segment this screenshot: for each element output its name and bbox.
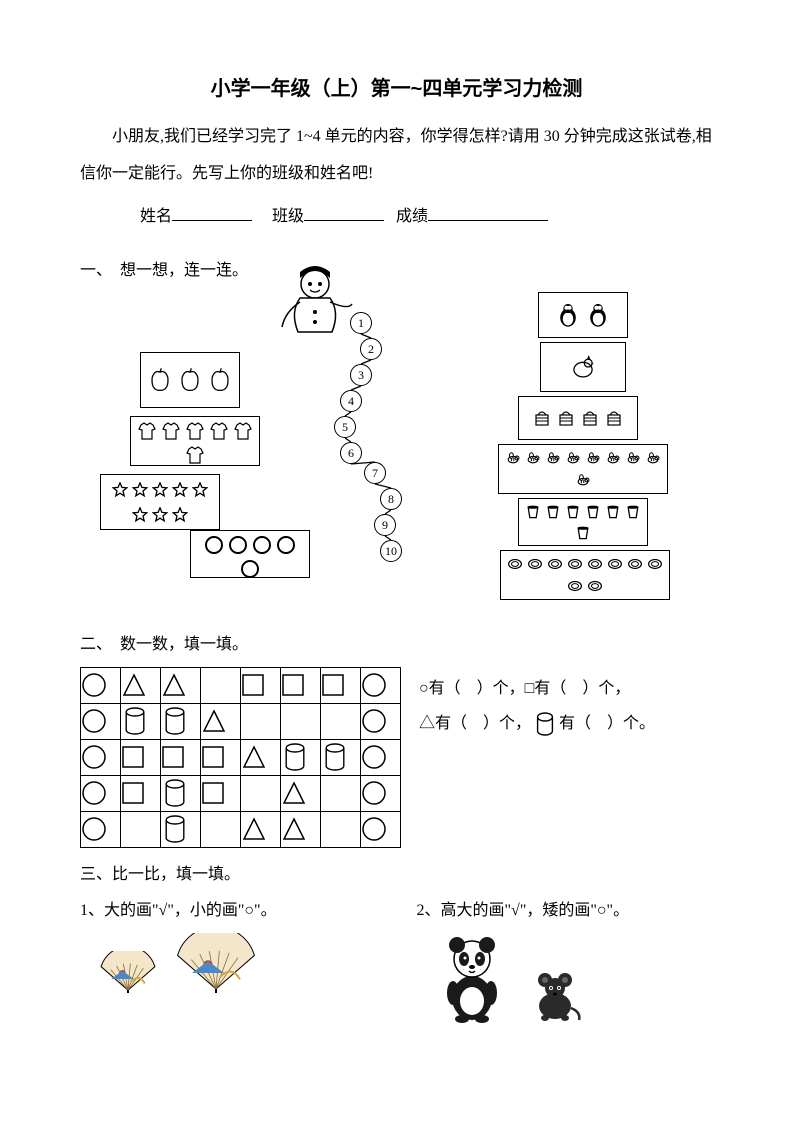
grid-cell [281,811,321,847]
grid-cell [81,703,121,739]
score-blank[interactable] [428,205,548,221]
picture-card-rings [190,530,310,578]
number-circle-4: 4 [340,390,362,412]
picture-card-penguins [538,292,628,338]
grid-cell [161,739,201,775]
grid-cell [241,667,281,703]
picture-card-cups [518,498,648,546]
score-label: 成绩 [396,208,428,225]
picture-card-stars [100,474,220,530]
number-circle-6: 6 [340,442,362,464]
number-circle-1: 1 [350,312,372,334]
section-2-area: ○有（ ）个，□有（ ）个，△有（ ）个，有（ ）个。 [80,667,713,848]
number-circle-3: 3 [350,364,372,386]
grid-cell [161,775,201,811]
grid-cell [201,739,241,775]
grid-cell [161,667,201,703]
section-3-head: 三、比一比，填一填。 [80,860,713,890]
name-blank[interactable] [172,205,252,221]
grid-cell [241,739,281,775]
grid-cell [121,775,161,811]
grid-cell [161,811,201,847]
number-circle-9: 9 [374,514,396,536]
grid-cell [321,775,361,811]
grid-cell [321,739,361,775]
grid-cell [121,703,161,739]
grid-cell [281,739,321,775]
grid-cell [321,667,361,703]
grid-cell [121,739,161,775]
grid-cell [361,703,401,739]
grid-cell [201,775,241,811]
name-label: 姓名 [140,208,172,225]
student-info-row: 姓名 班级 成绩 [80,202,713,232]
grid-cell [281,775,321,811]
number-circle-10: 10 [380,540,402,562]
picture-card-coins [500,550,670,600]
intro-line-1: 小朋友,我们已经学习完了 1~4 单元的内容，你学得怎样?请用 30 分钟完成这… [80,122,713,152]
section-2-head: 二、 数一数，填一填。 [80,630,713,660]
q3-1-text: 1、大的画"√"，小的画"○"。 [80,896,377,926]
fan-small-icon [100,951,156,993]
grid-cell [361,739,401,775]
panda-icon [437,933,507,1023]
section-1-head: 一、 想一想，连一连。 [80,256,713,286]
intro-line-2: 信你一定能行。先写上你的班级和姓名吧! [80,156,713,191]
boy-icon [270,262,360,342]
picture-card-chicken [540,342,626,392]
number-circle-7: 7 [364,462,386,484]
grid-cell [241,775,281,811]
grid-cell [201,703,241,739]
grid-cell [361,775,401,811]
section-1-area: 1 2 3 4 5 67 8 9 10 [80,292,713,622]
picture-card-shirts [130,416,260,466]
grid-cell [121,667,161,703]
grid-cell [361,811,401,847]
page-title: 小学一年级（上）第一~四单元学习力检测 [80,70,713,108]
number-circle-5: 5 [334,416,356,438]
mouse-icon [527,968,582,1023]
class-blank[interactable] [304,205,384,221]
count-legend: ○有（ ）个，□有（ ）个，△有（ ）个，有（ ）个。 [419,667,655,741]
grid-cell [121,811,161,847]
grid-cell [201,811,241,847]
section-3-area: 1、大的画"√"，小的画"○"。 2、高大的画"√"，矮的画"○"。 [80,896,713,1022]
grid-cell [321,703,361,739]
q3-2-text: 2、高大的画"√"，矮的画"○"。 [417,896,714,926]
grid-cell [241,703,281,739]
grid-cell [81,667,121,703]
grid-cell [321,811,361,847]
number-circle-8: 8 [380,488,402,510]
grid-cell [81,739,121,775]
fan-large-icon [176,933,256,993]
grid-cell [201,667,241,703]
picture-card-bags [518,396,638,440]
grid-cell [241,811,281,847]
grid-cell [81,811,121,847]
picture-card-apples [140,352,240,408]
grid-cell [161,703,201,739]
class-label: 班级 [272,208,304,225]
grid-cell [361,667,401,703]
number-circle-2: 2 [360,338,382,360]
picture-card-bees [498,444,668,494]
grid-cell [281,703,321,739]
shape-grid [80,667,401,848]
grid-cell [281,667,321,703]
grid-cell [81,775,121,811]
